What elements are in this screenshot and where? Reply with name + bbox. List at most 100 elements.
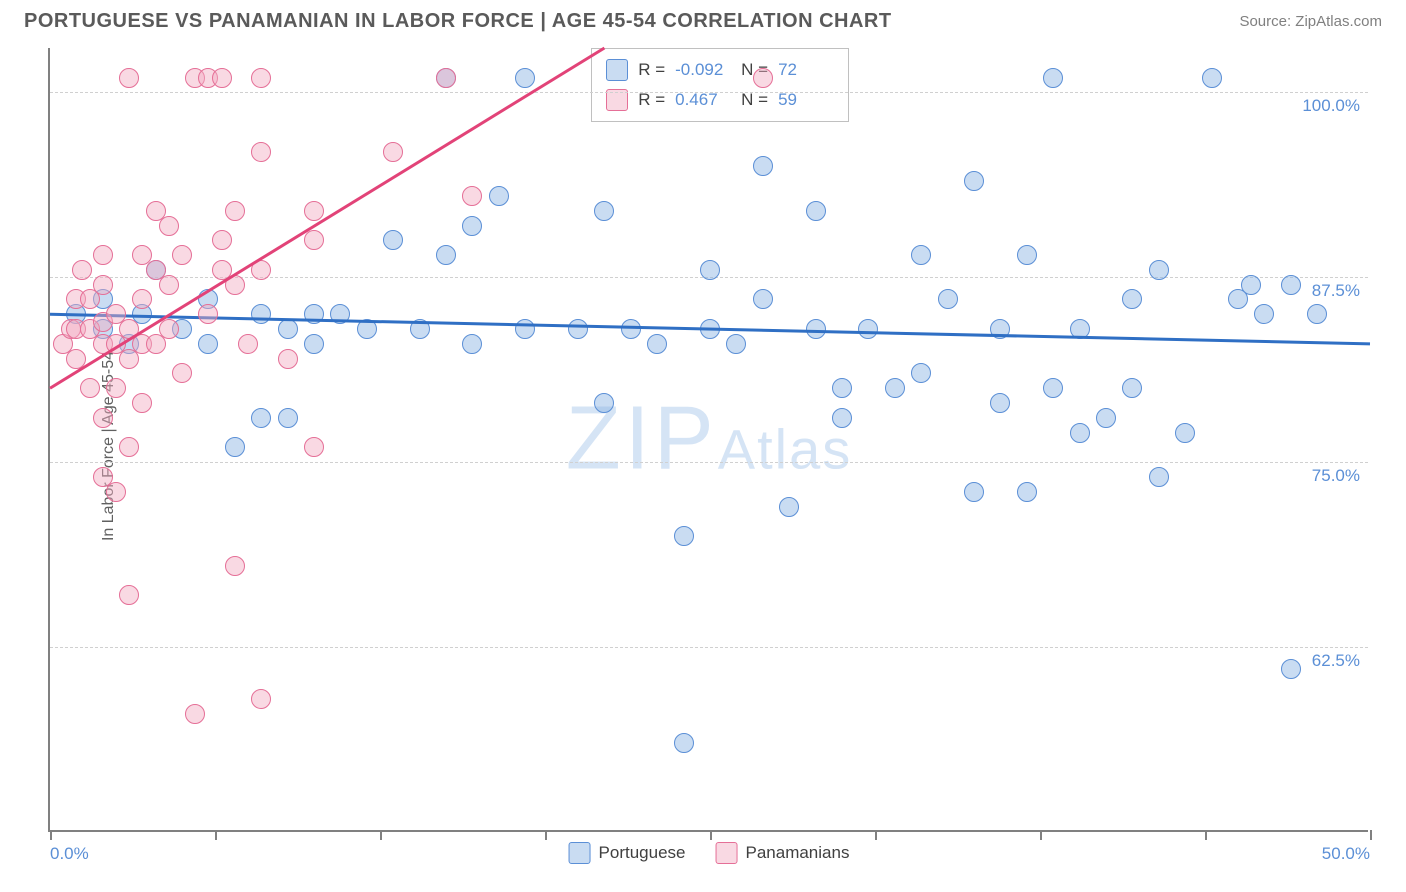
point-portuguese [674,526,694,546]
point-panamanians [119,585,139,605]
point-portuguese [1043,68,1063,88]
gridline [50,647,1368,648]
x-tick [545,830,547,840]
point-portuguese [594,201,614,221]
point-portuguese [1281,275,1301,295]
chart-title: PORTUGUESE VS PANAMANIAN IN LABOR FORCE … [24,10,892,33]
point-panamanians [93,408,113,428]
scatter-chart: ZIPAtlas R = -0.092 N = 72 R = 0.467 N =… [48,48,1368,832]
point-panamanians [198,304,218,324]
point-panamanians [753,68,773,88]
point-panamanians [72,260,92,280]
point-panamanians [93,275,113,295]
series-legend: Portuguese Panamanians [569,842,850,864]
point-panamanians [172,363,192,383]
point-panamanians [132,393,152,413]
point-panamanians [251,260,271,280]
point-panamanians [212,68,232,88]
point-portuguese [357,319,377,339]
x-tick [215,830,217,840]
point-portuguese [700,319,720,339]
point-portuguese [964,482,984,502]
y-tick-label: 87.5% [1312,281,1360,301]
point-portuguese [410,319,430,339]
point-portuguese [700,260,720,280]
trendline-portuguese [50,48,1370,832]
gridline [50,462,1368,463]
point-portuguese [753,289,773,309]
point-portuguese [1149,260,1169,280]
point-portuguese [885,378,905,398]
point-portuguese [489,186,509,206]
point-panamanians [304,230,324,250]
x-tick [1040,830,1042,840]
point-portuguese [753,156,773,176]
point-portuguese [806,319,826,339]
point-portuguese [990,319,1010,339]
point-panamanians [106,482,126,502]
point-portuguese [1149,467,1169,487]
point-portuguese [1281,659,1301,679]
point-portuguese [621,319,641,339]
legend-item-panamanians: Panamanians [715,842,849,864]
point-portuguese [911,363,931,383]
x-tick [875,830,877,840]
point-panamanians [278,349,298,369]
point-portuguese [515,68,535,88]
y-tick-label: 100.0% [1302,96,1360,116]
point-portuguese [1254,304,1274,324]
point-panamanians [66,349,86,369]
n-value-portuguese: 72 [778,60,834,80]
point-portuguese [304,334,324,354]
x-tick [1205,830,1207,840]
stats-row-portuguese: R = -0.092 N = 72 [606,55,834,85]
point-portuguese [726,334,746,354]
point-portuguese [251,408,271,428]
point-portuguese [436,245,456,265]
point-portuguese [1202,68,1222,88]
swatch-portuguese [606,59,628,81]
point-portuguese [383,230,403,250]
stats-row-panamanians: R = 0.467 N = 59 [606,85,834,115]
point-panamanians [93,245,113,265]
point-portuguese [832,408,852,428]
point-panamanians [251,689,271,709]
point-panamanians [304,437,324,457]
point-portuguese [594,393,614,413]
x-tick [380,830,382,840]
legend-item-portuguese: Portuguese [569,842,686,864]
point-portuguese [1017,245,1037,265]
source-label: Source: ZipAtlas.com [1239,13,1382,30]
point-portuguese [990,393,1010,413]
point-portuguese [330,304,350,324]
point-panamanians [159,319,179,339]
point-portuguese [1017,482,1037,502]
point-panamanians [159,275,179,295]
point-panamanians [436,68,456,88]
point-portuguese [198,334,218,354]
point-portuguese [964,171,984,191]
point-panamanians [119,437,139,457]
point-panamanians [80,378,100,398]
x-tick [710,830,712,840]
point-panamanians [106,378,126,398]
point-panamanians [119,68,139,88]
point-portuguese [1122,289,1142,309]
point-panamanians [383,142,403,162]
point-panamanians [212,230,232,250]
point-panamanians [238,334,258,354]
point-panamanians [225,556,245,576]
point-panamanians [251,142,271,162]
point-panamanians [225,201,245,221]
point-portuguese [1241,275,1261,295]
x-tick-label: 0.0% [50,844,89,864]
point-portuguese [858,319,878,339]
point-portuguese [911,245,931,265]
x-tick-label: 50.0% [1322,844,1370,864]
gridline [50,92,1368,93]
y-tick-label: 62.5% [1312,651,1360,671]
point-portuguese [832,378,852,398]
point-portuguese [806,201,826,221]
point-portuguese [1122,378,1142,398]
point-panamanians [304,201,324,221]
